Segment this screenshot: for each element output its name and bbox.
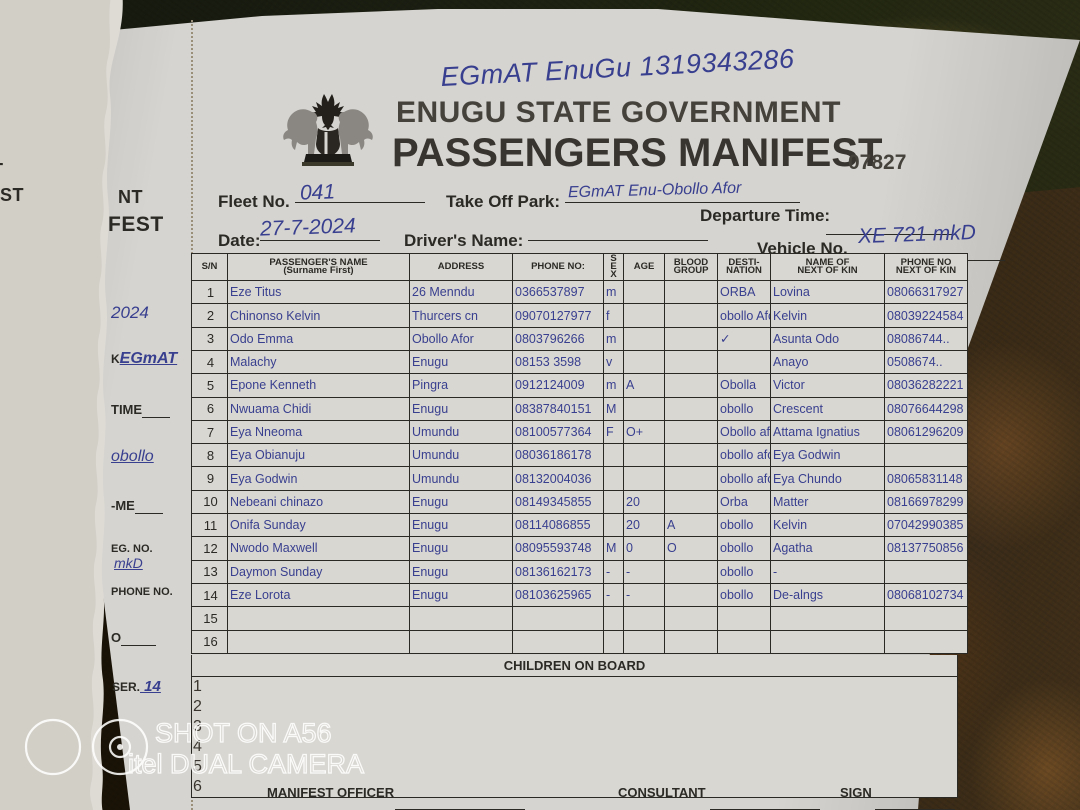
svg-text:itel DUAL CAMERA: itel DUAL CAMERA bbox=[128, 749, 364, 779]
svg-text:SHOT ON A56: SHOT ON A56 bbox=[155, 718, 332, 748]
